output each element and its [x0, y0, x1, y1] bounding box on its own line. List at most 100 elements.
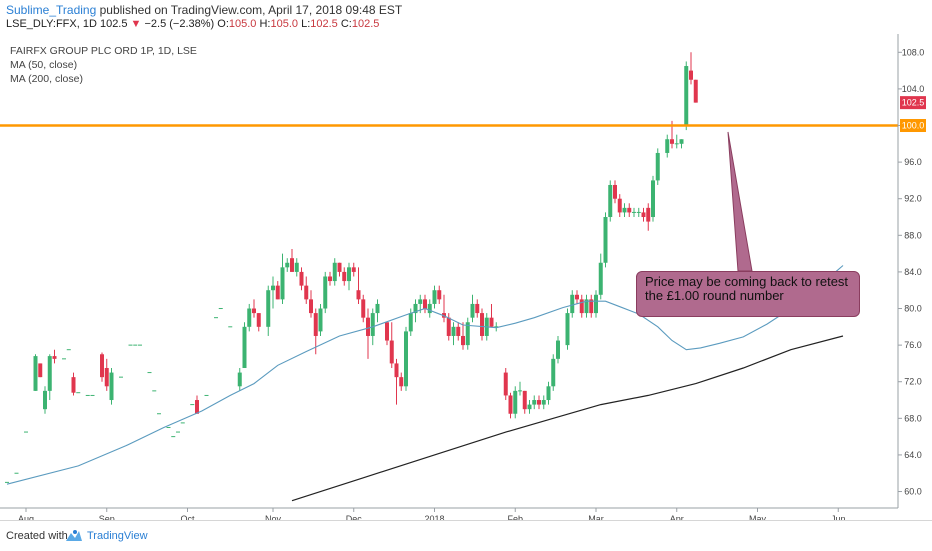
candle	[304, 276, 309, 304]
candle	[480, 308, 484, 341]
candle	[337, 262, 342, 277]
candle	[33, 354, 38, 391]
legend-ma50[interactable]: MA (50, close)	[10, 59, 78, 71]
ma50-line	[6, 265, 844, 485]
candle	[636, 207, 641, 218]
x-tick-label: 2018	[424, 514, 444, 520]
candle	[632, 207, 636, 218]
candle	[52, 349, 57, 364]
candle	[328, 271, 332, 286]
open-label: O:	[214, 18, 229, 30]
candle	[432, 285, 437, 309]
candles	[5, 52, 698, 483]
candle	[594, 290, 598, 318]
candle	[622, 203, 627, 218]
low-value: 102.5	[310, 18, 338, 30]
publish-info: published on TradingView.com, April 17, …	[96, 3, 403, 17]
candle	[356, 267, 361, 304]
candle	[603, 212, 608, 268]
candle	[323, 271, 328, 314]
tradingview-logo-icon[interactable]	[64, 529, 84, 543]
x-tick-label: Apr	[670, 514, 684, 520]
candle	[494, 322, 499, 332]
candle	[71, 372, 76, 396]
candle	[655, 148, 660, 185]
annotation-pointer	[727, 131, 753, 272]
candle	[584, 294, 589, 318]
candle	[489, 303, 494, 327]
candle	[100, 352, 104, 382]
x-tick-label: Sep	[99, 514, 115, 520]
candle	[38, 363, 43, 378]
y-tick-label: 92.0	[904, 194, 922, 204]
candle	[522, 390, 527, 414]
high-value: 105.0	[270, 18, 299, 30]
open-value: 105.0	[228, 18, 257, 30]
y-tick-label: 88.0	[904, 230, 922, 240]
x-tick-label: Aug	[18, 514, 34, 520]
candle	[503, 367, 508, 401]
author-link[interactable]: Sublime_Trading	[6, 3, 97, 17]
candle	[242, 322, 247, 368]
chart-header: Sublime_Trading published on TradingView…	[0, 0, 932, 34]
y-tick-label: 96.0	[904, 157, 922, 167]
candle	[570, 290, 575, 318]
y-tick-label: 104.0	[902, 84, 925, 94]
level-price-tag	[900, 119, 926, 133]
candle	[285, 258, 290, 272]
close-value: 102.5	[351, 18, 380, 30]
candle	[43, 386, 47, 414]
candle	[465, 317, 470, 350]
candle	[556, 335, 560, 364]
candle	[375, 299, 380, 323]
candle	[389, 322, 394, 368]
level-price-label: 100.0	[902, 121, 925, 131]
candle	[318, 303, 323, 336]
candle	[290, 249, 294, 272]
symbol-line: LSE_DLY:FFX, 1D 102.5 ▼ −2.5 (−2.38%) O:…	[6, 18, 379, 30]
candle	[404, 326, 408, 391]
price-chart[interactable]: 60.0 64.0 68.0 72.0 76.0 80.0 84.0 88.0 92.0 96.0…	[0, 34, 932, 520]
tradingview-link[interactable]: TradingView	[87, 530, 148, 542]
candle	[537, 395, 541, 410]
candle	[442, 294, 446, 323]
candle	[565, 308, 570, 350]
candle	[427, 299, 432, 318]
low-label: L:	[298, 18, 311, 30]
candle	[237, 367, 242, 391]
candle	[266, 285, 271, 336]
candle	[475, 299, 480, 318]
candle	[437, 285, 442, 304]
y-tick-label: 80.0	[904, 304, 922, 314]
candle	[551, 354, 556, 391]
annotation-callout[interactable]: Price may be coming back to retest the £…	[636, 271, 860, 317]
candle	[299, 267, 304, 291]
high-label: H:	[256, 18, 271, 30]
candle	[646, 203, 651, 231]
x-tick-label: Dec	[346, 514, 363, 520]
candle	[247, 303, 252, 332]
x-tick-label: Mar	[588, 514, 604, 520]
candle	[104, 358, 109, 391]
candle	[309, 290, 313, 318]
candle	[385, 322, 389, 346]
candle	[665, 134, 670, 158]
x-tick-label: May	[749, 514, 767, 520]
candle	[271, 276, 275, 309]
candle	[451, 322, 456, 346]
candle	[394, 358, 399, 405]
candle	[456, 322, 461, 341]
candle	[608, 180, 613, 222]
candle	[47, 354, 52, 401]
candle	[627, 203, 632, 218]
legend-ma200[interactable]: MA (200, close)	[10, 73, 83, 85]
y-axis: 60.0 64.0 68.0 72.0 76.0 80.0 84.0 88.0 92.0 96.0…	[898, 47, 925, 497]
last-price: 102.5	[99, 18, 128, 30]
candle	[651, 175, 655, 222]
y-tick-label: 76.0	[904, 340, 922, 350]
candle	[275, 281, 280, 300]
x-tick-label: Feb	[507, 514, 523, 520]
candle	[532, 395, 537, 410]
candle	[109, 367, 114, 405]
symbol-label: LSE_DLY:FFX, 1D	[6, 18, 100, 30]
